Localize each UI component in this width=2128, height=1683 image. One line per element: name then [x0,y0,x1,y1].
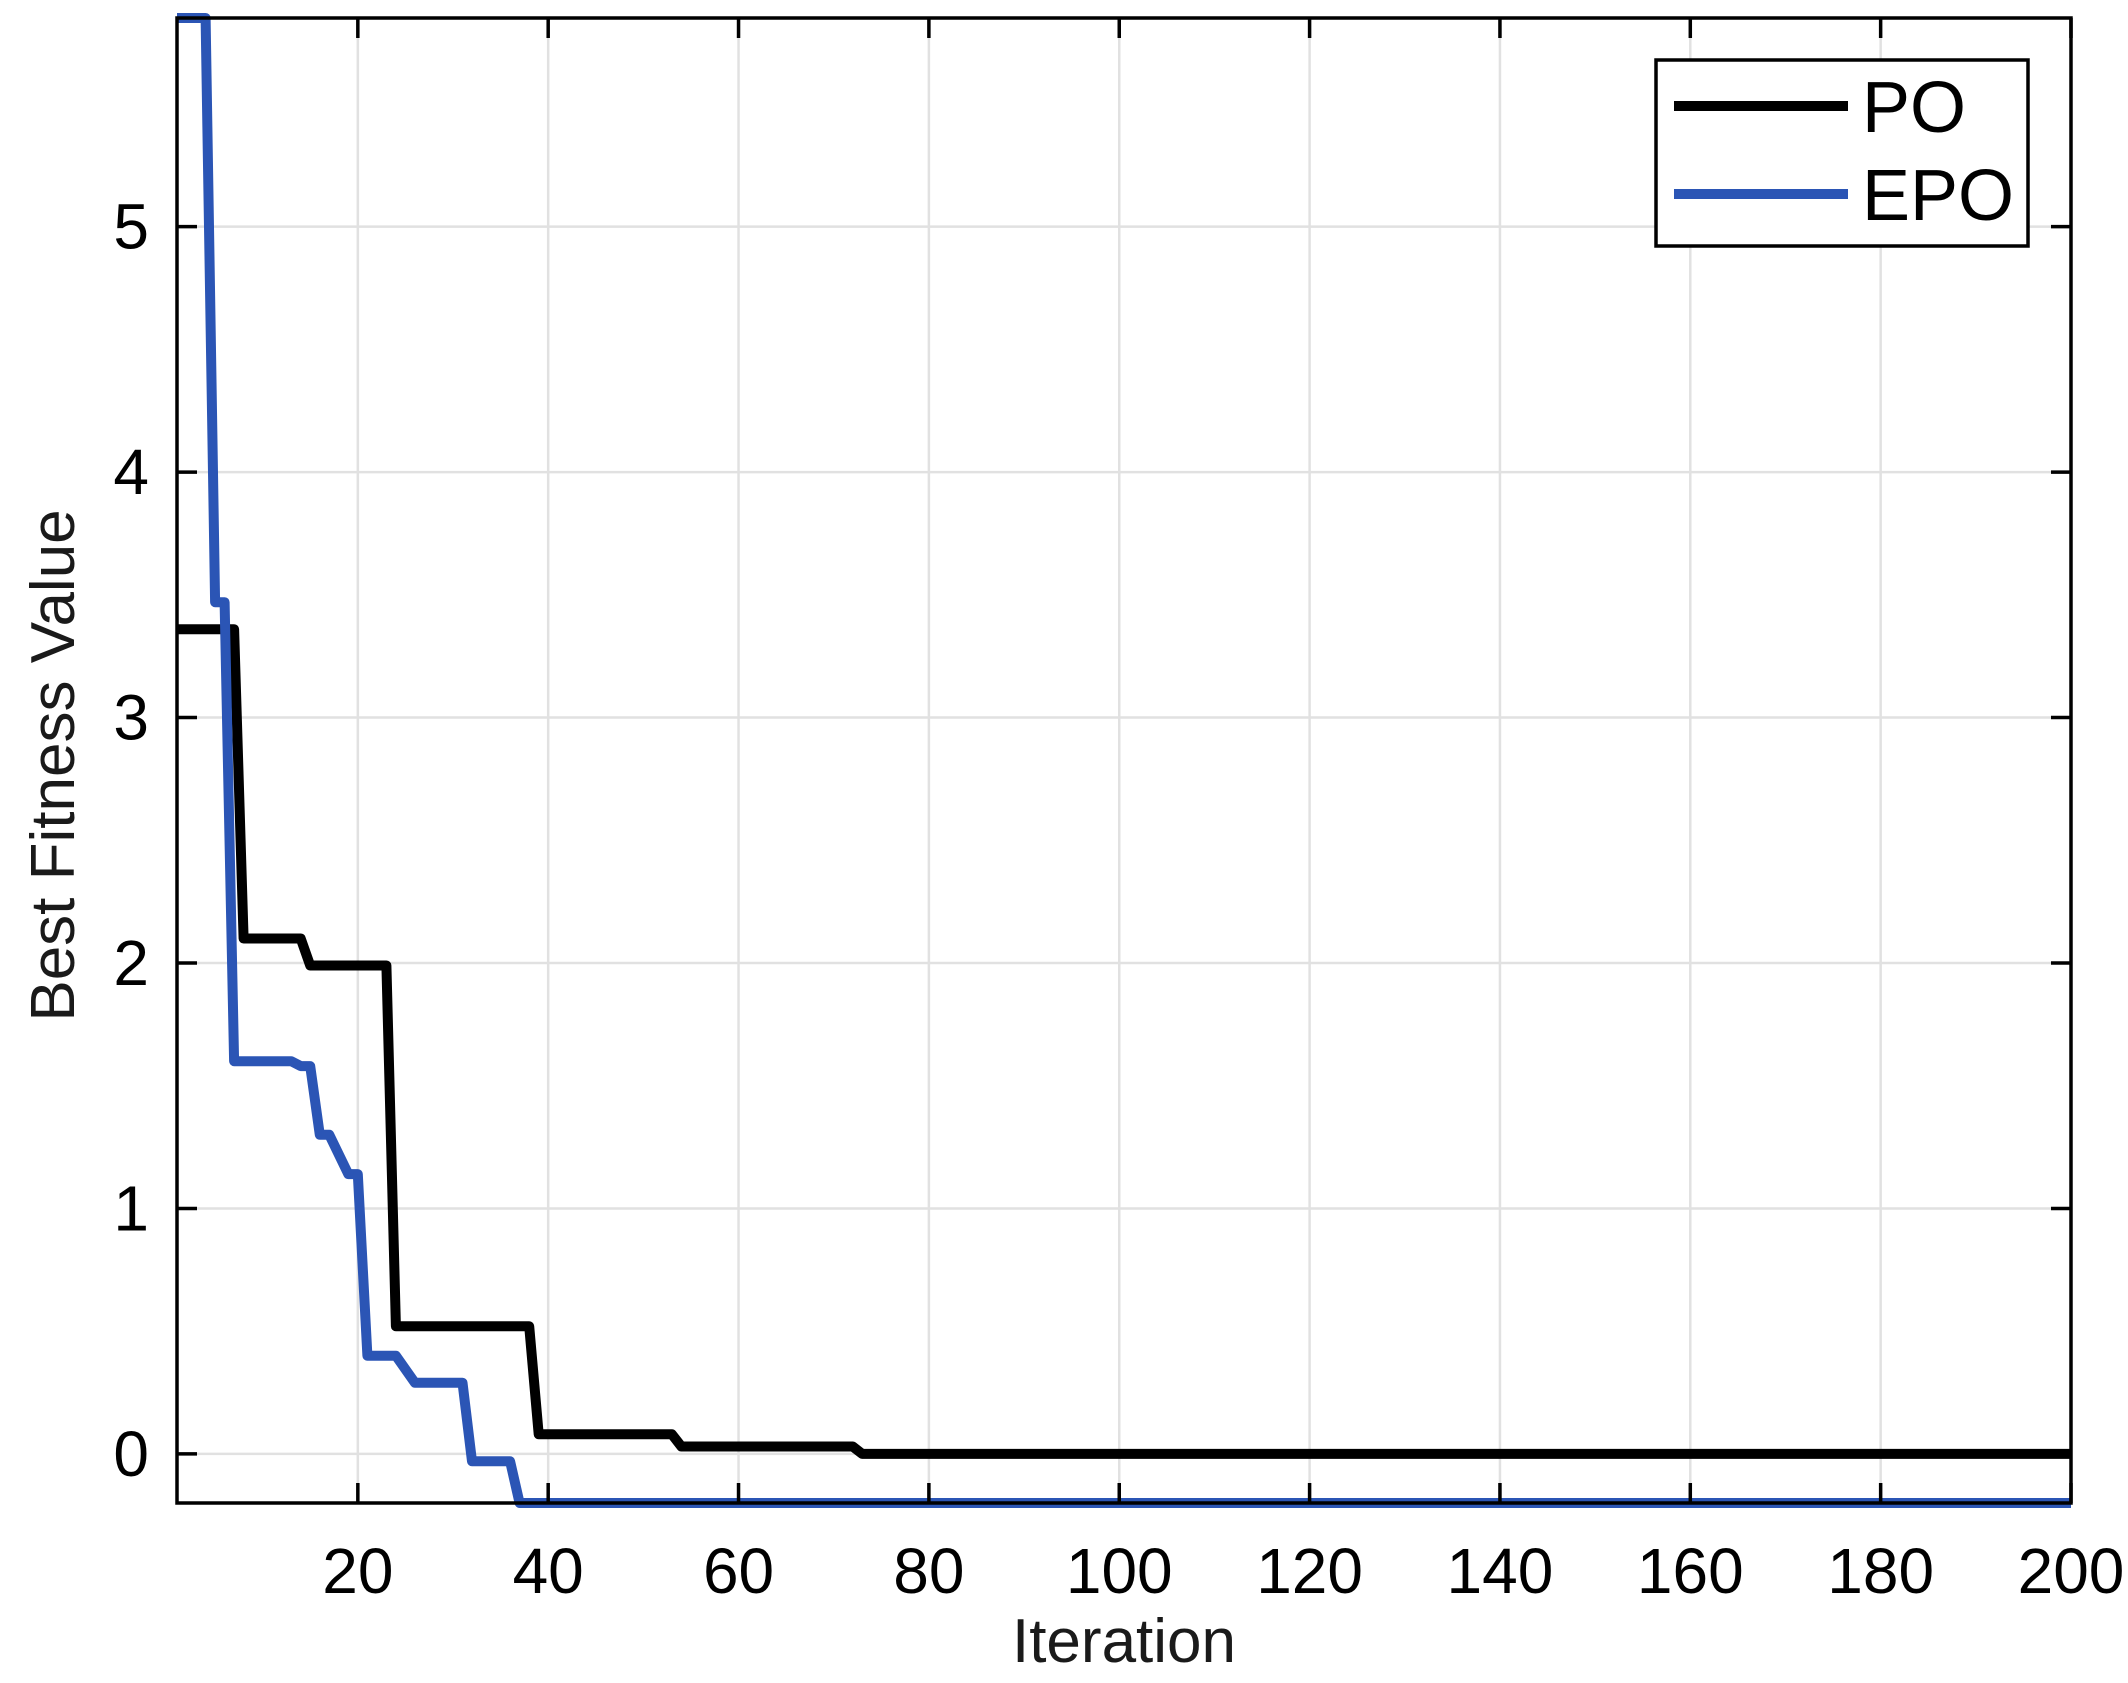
legend-box [1654,58,2030,248]
x-tick-label: 160 [1637,1535,1744,1607]
axes-frame [175,16,2073,1505]
series-group [177,13,2071,1508]
x-tick-label: 180 [1827,1535,1934,1607]
x-tick-label: 140 [1447,1535,1554,1607]
y-tick-label: 5 [113,191,149,263]
grid [177,18,2073,1503]
x-tick-label: 200 [2018,1535,2125,1607]
tick-labels-group: 20 40 60 80 100 120 140 160 180 200 0 1 2 3 4 5 [113,191,2124,1607]
x-tick-label: 60 [703,1535,774,1607]
x-tick-label: 100 [1066,1535,1173,1607]
y-tick-label: 1 [113,1172,149,1244]
y-axis-label: Best Fitness Value [19,509,88,1021]
legend-label-po: PO [1862,68,1966,148]
x-tick-label: 120 [1256,1535,1363,1607]
y-tick-label: 3 [113,682,149,754]
series-line-po [177,624,2071,1459]
ticks-group [177,18,2073,1503]
x-axis-label: Iteration [1012,1607,1236,1676]
x-tick-label: 20 [322,1535,393,1607]
y-tick-label: 2 [113,927,149,999]
y-tick-label: 4 [113,436,149,508]
x-tick-label: 40 [513,1535,584,1607]
y-tick-label: 0 [113,1418,149,1490]
legend-label-epo: EPO [1862,156,2014,236]
x-tick-label: 80 [893,1535,964,1607]
series-line-epo [177,13,2071,1508]
